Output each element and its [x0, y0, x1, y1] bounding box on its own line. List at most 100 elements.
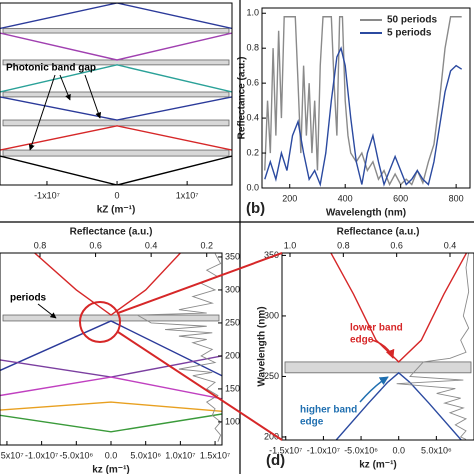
x2-tick-label: 0.6 [390, 240, 403, 250]
annotation: Photonic band gap [6, 63, 96, 74]
x2-tick-label: 0.6 [89, 240, 102, 250]
x-tick-label: -1.0x10⁷ [25, 450, 58, 460]
plot-frame [0, 2, 233, 186]
x-axis-label: kZ (m⁻¹) [97, 205, 136, 216]
y-tick-label: 250 [225, 317, 240, 327]
annotation: higher band [300, 405, 357, 416]
band-gap [2, 91, 230, 98]
y-tick-label: 0.8 [246, 43, 259, 53]
band-gap [2, 314, 220, 322]
y-tick-label: 0.6 [246, 78, 259, 88]
plot-area [0, 3, 232, 185]
plot-frame [0, 252, 223, 446]
x-tick-label: 800 [449, 193, 464, 203]
annotation: edge [300, 417, 324, 428]
y-tick-label: 100 [225, 416, 240, 426]
series-line [0, 376, 222, 400]
x-tick-label: 0.0 [105, 450, 118, 460]
y-tick-label: 0.2 [246, 147, 259, 157]
series-line [135, 253, 222, 442]
annotation: periods [10, 293, 47, 304]
legend-label: 5 periods [387, 28, 432, 39]
arrow [28, 74, 56, 151]
x-tick-label: 5.0x10⁶ [421, 445, 452, 455]
x-tick-label: 200 [282, 193, 297, 203]
y-tick-label: 1.0 [246, 8, 259, 18]
plot-area [0, 253, 222, 442]
series-line [0, 125, 232, 151]
y-tick-label: 300 [225, 284, 240, 294]
arrow [37, 303, 57, 319]
series-line [335, 371, 462, 440]
plot-frame [261, 7, 471, 189]
x-tick-label: -5.0x10⁶ [344, 445, 378, 455]
x-axis-label: Wavelength (nm) [326, 208, 406, 219]
x2-tick-label: 0.4 [145, 240, 158, 250]
series-line [0, 320, 222, 377]
band-gap [2, 28, 230, 34]
x-axis-label: kz (m⁻¹) [92, 465, 130, 474]
arrow [359, 376, 389, 403]
y-axis-label: Reflectance (a.u.) [237, 57, 248, 140]
series-line [264, 46, 463, 188]
x2-tick-label: 0.8 [34, 240, 47, 250]
series-line [0, 64, 232, 93]
zoom-circle [79, 301, 121, 343]
series-line [0, 3, 232, 30]
series-line [0, 32, 232, 61]
x-tick-label: -1.0x10⁷ [307, 445, 340, 455]
arrow [59, 74, 71, 101]
zoom-line [117, 331, 283, 441]
y-tick-label: 300 [264, 310, 279, 320]
panel-label: (d) [266, 452, 285, 469]
series-line [0, 155, 232, 185]
x-tick-label: 600 [393, 193, 408, 203]
y-tick-label: 200 [225, 350, 240, 360]
x-tick-label: -1.5x10⁷ [0, 450, 24, 460]
y-tick-label: 350 [225, 251, 240, 261]
plot-area [264, 16, 463, 188]
series-line [34, 253, 181, 316]
annotation: lower band [350, 323, 403, 334]
legend-label: 50 periods [387, 15, 437, 26]
arrow [371, 339, 395, 359]
x2-tick-label: 1.0 [284, 240, 297, 250]
x2-tick-label: 0.2 [200, 240, 213, 250]
arrow [84, 74, 102, 119]
x2-axis-label: Reflectance (a.u.) [70, 227, 153, 238]
y-tick-label: 0.4 [246, 112, 259, 122]
annotation: edge [350, 335, 374, 346]
band-gap [284, 361, 472, 374]
series-line [0, 413, 222, 433]
y-tick-label: 200 [264, 431, 279, 441]
x-tick-label: 5.0x10⁶ [130, 450, 161, 460]
x2-tick-label: 0.4 [444, 240, 457, 250]
series-line [0, 401, 222, 413]
y-tick-label: 150 [225, 383, 240, 393]
y-tick-label: 350 [264, 250, 279, 260]
x-axis-label: kz (m⁻¹) [359, 460, 397, 471]
zoom-line [117, 252, 283, 314]
plot-area [284, 253, 472, 440]
panel-label: (b) [246, 200, 265, 217]
band-gap [2, 119, 230, 127]
x-tick-label: 1.5x10⁷ [200, 450, 230, 460]
x-tick-label: 400 [338, 193, 353, 203]
x-tick-label: 0 [115, 190, 120, 200]
x-tick-label: -1x10⁷ [34, 190, 60, 200]
plot-frame [281, 252, 474, 441]
x-tick-label: 1.0x10⁷ [165, 450, 195, 460]
x-tick-label: 0.0 [392, 445, 405, 455]
y-tick-label: 0.0 [246, 182, 259, 192]
x2-axis-label: Reflectance (a.u.) [337, 227, 420, 238]
series-line [0, 96, 232, 121]
series-line [330, 253, 468, 363]
band-gap [2, 149, 230, 157]
x-tick-label: 1x10⁷ [176, 190, 199, 200]
y-tick-label: 250 [264, 371, 279, 381]
series-line [396, 253, 470, 440]
x-tick-label: -5.0x10⁶ [59, 450, 93, 460]
x-tick-label: -1.5x10⁷ [269, 445, 302, 455]
